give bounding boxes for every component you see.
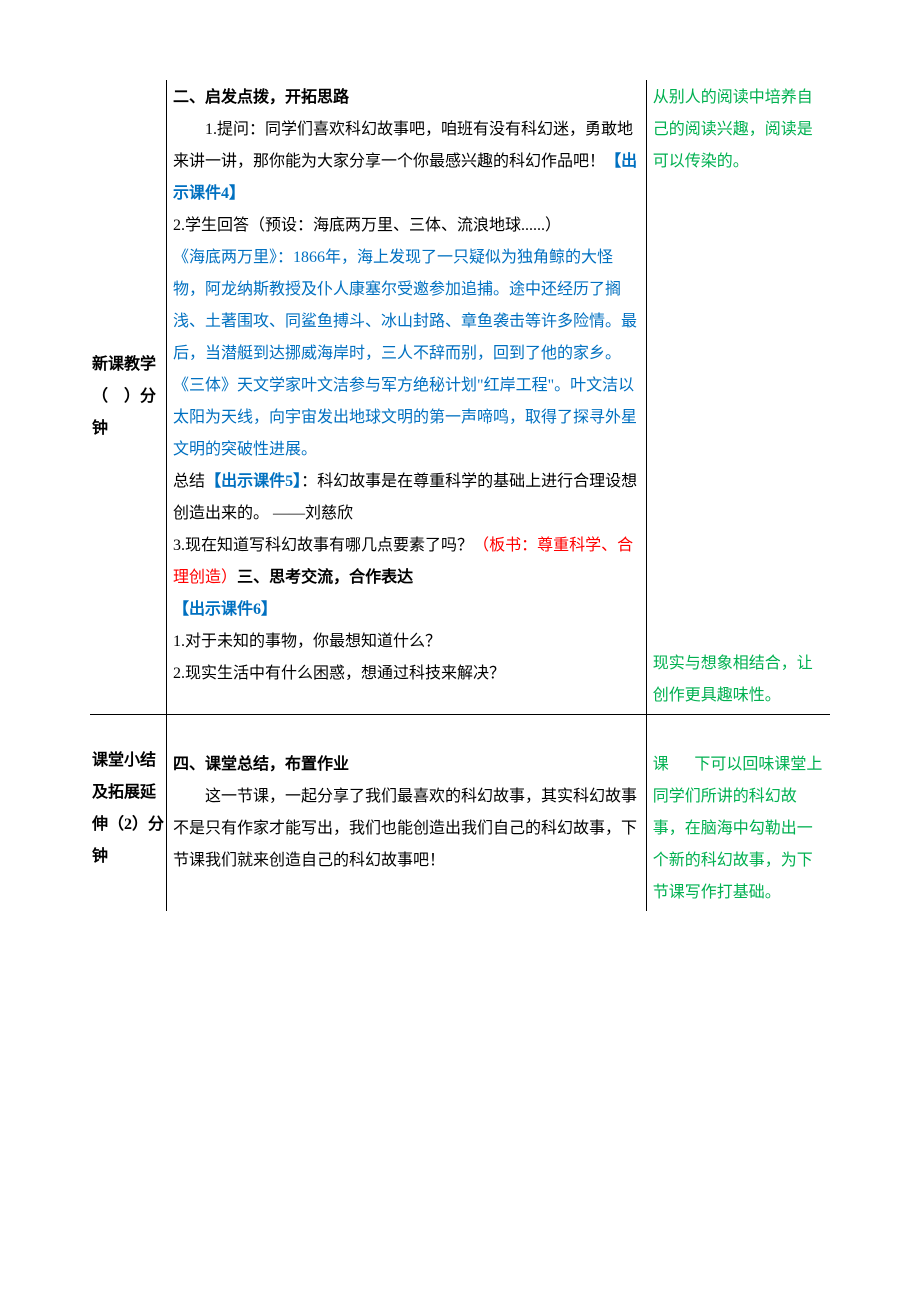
question-1-text: 1.提问：同学们喜欢科幻故事吧，咱班有没有科幻迷，勇敢地来讲一讲，那你能为大家分… xyxy=(173,121,633,170)
note-imagination: 现实与想象相结合，让创作更具趣味性。 xyxy=(653,648,824,712)
think-q1: 1.对于未知的事物，你最想知道什么？ xyxy=(173,626,640,658)
col-content-2: 四、课堂总结，布置作业 这一节课，一起分享了我们最喜欢的科幻故事，其实科幻故事不… xyxy=(167,715,647,912)
col-notes-1: 从别人的阅读中培养自己的阅读兴趣，阅读是可以传染的。 现实与想象相结合，让创作更… xyxy=(646,80,830,715)
summary-pre: 总结 xyxy=(173,473,205,490)
note-c-post: 下可以回味课堂上同学们所讲的科幻故事，在脑海中勾勒出一个新的科幻故事，为下节课写… xyxy=(653,756,823,901)
closing-paragraph: 这一节课，一起分享了我们最喜欢的科幻故事，其实科幻故事不是只有作家才能写出，我们… xyxy=(173,781,640,877)
summary-line: 总结【出示课件5】：科幻故事是在尊重科学的基础上进行合理设想创造出来的。 ——刘… xyxy=(173,466,640,530)
point-3-line: 3.现在知道写科幻故事有哪几点要素了吗？（板书：尊重科学、合理创造）三、思考交流… xyxy=(173,530,640,594)
question-1: 1.提问：同学们喜欢科幻故事吧，咱班有没有科幻迷，勇敢地来讲一讲，那你能为大家分… xyxy=(173,114,640,210)
slide-tag-5: 【出示课件5】 xyxy=(205,473,301,490)
example-santi: 《三体》天文学家叶文洁参与军方绝秘计划"红岸工程"。叶文洁以太阳为天线，向宇宙发… xyxy=(173,370,640,466)
col-stage-label: 新课教学（ ）分钟 xyxy=(90,80,167,715)
heading-4: 四、课堂总结，布置作业 xyxy=(173,749,640,781)
example-haidi: 《海底两万里》：1866年，海上发现了一只疑似为独角鲸的大怪物，阿龙纳斯教授及仆… xyxy=(173,242,640,370)
heading-2: 二、启发点拨，开拓思路 xyxy=(173,82,640,114)
stage-label-2: 课堂小结及拓展延伸（2）分钟 xyxy=(92,752,164,865)
slide-tag-6: 【出示课件6】 xyxy=(173,594,640,626)
note-afterclass: 课下可以回味课堂上同学们所讲的科幻故事，在脑海中勾勒出一个新的科幻故事，为下节课… xyxy=(653,749,824,909)
stage-label-1: 新课教学（ ）分钟 xyxy=(92,356,156,437)
note-reading: 从别人的阅读中培养自己的阅读兴趣，阅读是可以传染的。 xyxy=(653,82,824,178)
think-q2: 2.现实生活中有什么困惑，想通过科技来解决？ xyxy=(173,658,640,690)
row-main-teaching: 新课教学（ ）分钟 二、启发点拨，开拓思路 1.提问：同学们喜欢科幻故事吧，咱班… xyxy=(90,80,830,715)
student-answer: 2.学生回答（预设：海底两万里、三体、流浪地球......） xyxy=(173,210,640,242)
col-stage-label-2: 课堂小结及拓展延伸（2）分钟 xyxy=(90,715,167,912)
point-3-pre: 3.现在知道写科幻故事有哪几点要素了吗？ xyxy=(173,537,473,554)
col-notes-2: 课下可以回味课堂上同学们所讲的科幻故事，在脑海中勾勒出一个新的科幻故事，为下节课… xyxy=(646,715,830,912)
spacer-line xyxy=(173,717,640,749)
row-summary: 课堂小结及拓展延伸（2）分钟 四、课堂总结，布置作业 这一节课，一起分享了我们最… xyxy=(90,715,830,912)
col-content-1: 二、启发点拨，开拓思路 1.提问：同学们喜欢科幻故事吧，咱班有没有科幻迷，勇敢地… xyxy=(167,80,647,715)
note-c-pre: 课 xyxy=(653,756,669,773)
lesson-plan-table: 新课教学（ ）分钟 二、启发点拨，开拓思路 1.提问：同学们喜欢科幻故事吧，咱班… xyxy=(90,80,830,911)
spacer-line-2 xyxy=(653,717,824,749)
notes-spacer xyxy=(653,178,824,648)
heading-3: 三、思考交流，合作表达 xyxy=(237,569,413,586)
